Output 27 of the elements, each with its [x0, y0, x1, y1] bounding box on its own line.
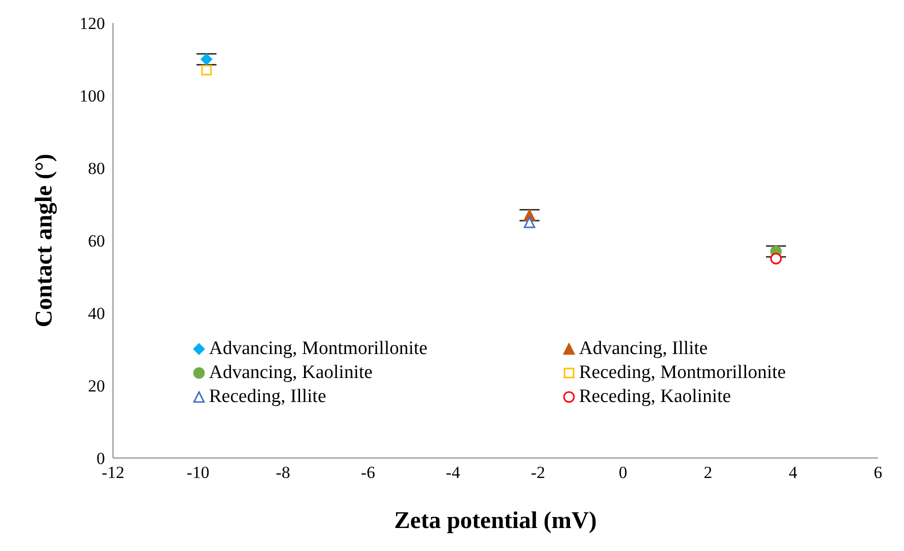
legend-label: Advancing, Illite [579, 338, 708, 360]
legend-label: Advancing, Montmorillonite [209, 338, 428, 360]
x-tick-label: -6 [360, 463, 376, 482]
x-tick-label: -8 [276, 463, 290, 482]
x-axis-title: Zeta potential (mV) [394, 508, 597, 534]
point [770, 252, 782, 264]
x-tick-label: 4 [788, 463, 798, 482]
point [524, 216, 536, 228]
x-tick-label: 0 [618, 463, 628, 482]
y-tick-label: 20 [88, 376, 105, 396]
x-tick-label: -4 [446, 463, 461, 482]
y-tick-label: 100 [80, 86, 105, 106]
point [200, 54, 212, 65]
y-axis-title: Contact angle (°) [32, 154, 58, 328]
legend-label: Receding, Montmorillonite [579, 362, 786, 384]
y-tick-label: 60 [88, 232, 105, 251]
x-tick-label: 6 [874, 463, 882, 482]
x-tick-label: -10 [186, 463, 210, 482]
point [201, 64, 212, 76]
legend-label: Receding, Illite [209, 386, 326, 408]
legend-label: Receding, Kaolinite [579, 386, 731, 408]
legend-label: Advancing, Kaolinite [209, 362, 373, 384]
y-tick-label: 40 [88, 304, 105, 324]
y-tick-label: 80 [88, 159, 105, 178]
x-tick-label: -2 [530, 463, 546, 482]
y-tick-label: 120 [80, 14, 105, 34]
x-tick-label: 2 [704, 463, 712, 482]
